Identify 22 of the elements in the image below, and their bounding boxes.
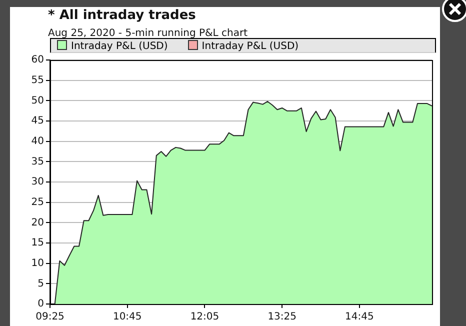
y-tick-label: 35	[31, 156, 44, 168]
y-tick-label: 15	[31, 238, 44, 249]
y-tick-label: 60	[31, 54, 44, 66]
y-tick-label: 55	[31, 74, 44, 86]
y-tick-label: 45	[31, 116, 44, 127]
x-tick-label: 14:45	[345, 312, 374, 323]
x-tick-label: 12:05	[190, 312, 220, 323]
text: Intraday P&L (USD)	[70, 40, 168, 52]
y-tick-label: 30	[31, 176, 44, 188]
x-tick-label: 10:45	[112, 312, 142, 323]
y-tick-label: 5	[38, 278, 44, 290]
y-tick-label: 20	[31, 217, 44, 228]
y-tick-label: 40	[31, 136, 44, 147]
y-tick-label: 25	[31, 196, 44, 208]
x-tick-label: 09:25	[36, 312, 64, 323]
y-tick-label: 0	[38, 298, 44, 310]
y-tick-label: 10	[31, 258, 44, 269]
chart-subtitle: Aug 25, 2020 - 5-min running P&L chart	[48, 28, 248, 39]
x-tick-label: 13:25	[268, 312, 297, 323]
chart-title: * All intraday trades	[48, 8, 196, 23]
legend-label: Intraday P&L (USD)	[200, 40, 299, 52]
y-tick-label: 50	[31, 95, 44, 106]
